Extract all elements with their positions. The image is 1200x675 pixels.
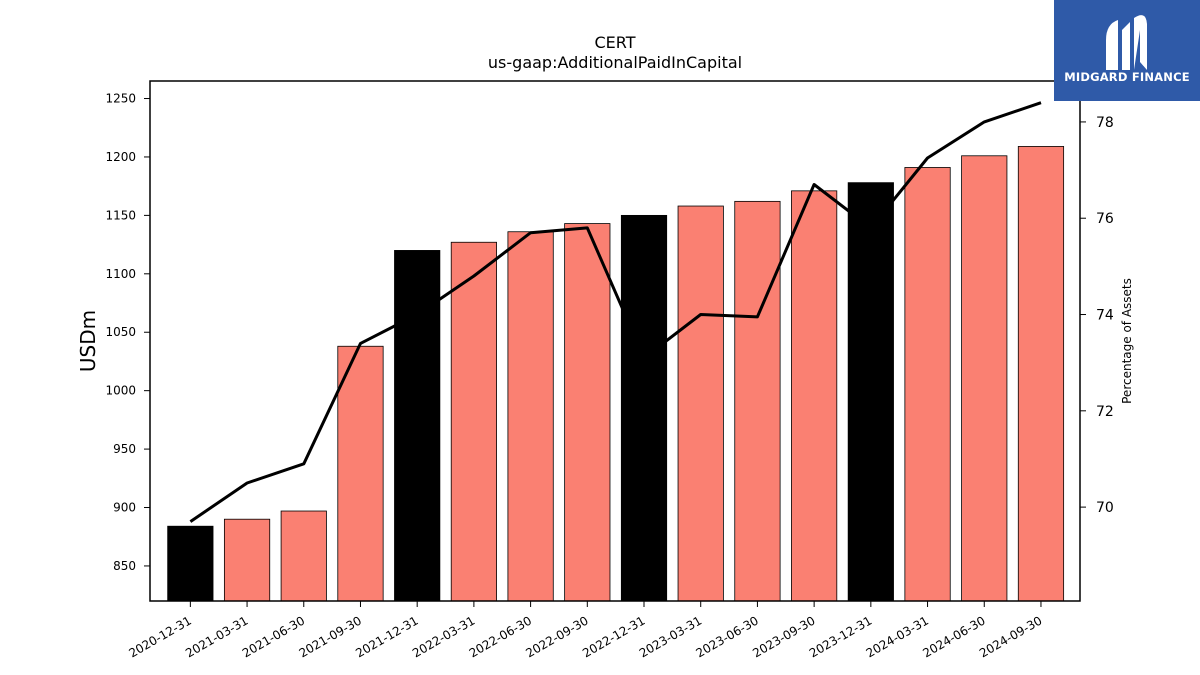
bar-2021-12-31 xyxy=(394,250,441,602)
x-tick-label: 2023-06-30 xyxy=(694,613,761,660)
bar-2021-03-31 xyxy=(223,518,271,602)
x-tick-label: 2022-06-30 xyxy=(467,613,534,660)
x-axis: 2020-12-312021-03-312021-06-302021-09-30… xyxy=(126,601,1044,660)
bar-2024-06-30 xyxy=(961,155,1008,602)
bar-2023-06-30 xyxy=(734,200,781,602)
x-tick-label: 2021-09-30 xyxy=(297,613,364,660)
y2-tick-label: 74 xyxy=(1096,308,1114,324)
x-tick-label: 2024-03-31 xyxy=(864,613,931,660)
y-tick-label: 1000 xyxy=(105,384,136,398)
y-tick-label: 1200 xyxy=(105,150,136,164)
y-tick-label: 1050 xyxy=(105,325,136,339)
bar-2021-06-30 xyxy=(280,510,327,602)
bar-2020-12-31 xyxy=(167,525,214,602)
y-tick-label: 900 xyxy=(113,501,136,515)
right-axis: 70 72 74 76 78 xyxy=(1080,115,1114,516)
y-tick-label: 1250 xyxy=(105,92,136,106)
left-axis: 850 900 950 1000 1050 1100 1150 1200 1250 xyxy=(105,92,150,573)
y-axis-label: USDm xyxy=(76,310,100,372)
bar-2022-03-31 xyxy=(450,241,497,602)
bar-2023-03-31 xyxy=(677,205,724,602)
bar-2024-03-31 xyxy=(904,167,951,602)
x-tick-label: 2023-03-31 xyxy=(637,613,704,660)
chart-subtitle: us-gaap:AdditionalPaidInCapital xyxy=(488,53,742,72)
y2-axis-label: Percentage of Assets xyxy=(1120,278,1134,404)
x-tick-label: 2023-12-31 xyxy=(807,613,874,660)
y2-tick-label: 78 xyxy=(1096,115,1114,131)
plot-frame xyxy=(149,80,1081,602)
x-tick-label: 2024-06-30 xyxy=(920,613,987,660)
y-tick-label: 1150 xyxy=(105,208,136,222)
x-tick-label: 2022-12-31 xyxy=(580,613,647,660)
bar-2022-06-30 xyxy=(507,231,554,602)
bars-group xyxy=(167,146,1065,602)
y-tick-label: 950 xyxy=(113,442,136,456)
bar-2021-09-30 xyxy=(337,345,384,602)
y2-tick-label: 72 xyxy=(1096,404,1114,420)
line-series-group xyxy=(189,101,1042,523)
x-tick-label: 2022-09-30 xyxy=(523,613,590,660)
bar-2022-12-31 xyxy=(620,214,668,602)
x-tick-label: 2023-09-30 xyxy=(750,613,817,660)
bar-2022-09-30 xyxy=(564,223,611,602)
x-tick-label: 2021-12-31 xyxy=(353,613,420,660)
y-tick-label: 850 xyxy=(113,559,136,573)
bar-2023-12-31 xyxy=(847,182,894,602)
percentage-line xyxy=(189,101,1042,523)
bar-2024-09-30 xyxy=(1017,146,1065,602)
logo-mark-icon xyxy=(1106,15,1147,71)
x-tick-label: 2022-03-31 xyxy=(410,613,477,660)
x-tick-label: 2021-06-30 xyxy=(240,613,307,660)
bar-2023-09-30 xyxy=(791,190,838,602)
logo-text: MIDGARD FINANCE xyxy=(1064,70,1190,84)
y2-tick-label: 70 xyxy=(1096,500,1114,516)
y-tick-label: 1100 xyxy=(105,267,136,281)
y2-tick-label: 76 xyxy=(1096,211,1114,227)
x-tick-label: 2024-09-30 xyxy=(977,613,1044,660)
chart-title: CERT xyxy=(594,33,635,52)
brand-logo: MIDGARD FINANCE xyxy=(1054,0,1200,101)
x-tick-label: 2021-03-31 xyxy=(183,613,250,660)
x-tick-label: 2020-12-31 xyxy=(126,613,193,660)
